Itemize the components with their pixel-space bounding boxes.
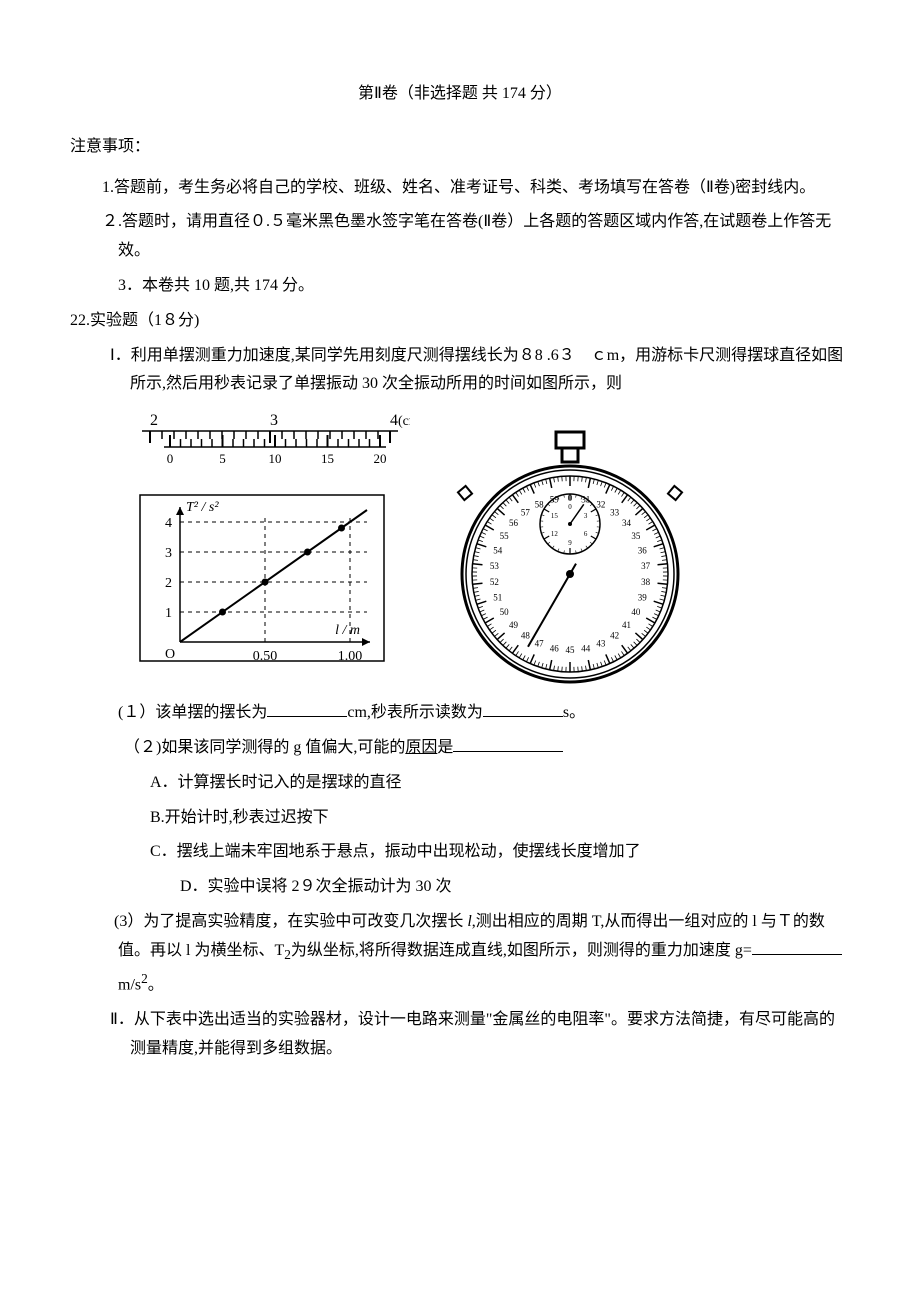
- svg-text:51: 51: [493, 593, 502, 603]
- svg-text:58: 58: [535, 500, 545, 510]
- svg-text:3: 3: [270, 412, 278, 429]
- sub1-suffix: s。: [563, 704, 585, 721]
- option-c: C．摆线上端未牢固地系于悬点，振动中出现松动，使摆线长度增加了: [70, 838, 850, 867]
- svg-text:10: 10: [269, 451, 282, 466]
- svg-text:0: 0: [568, 503, 572, 511]
- svg-text:l / m: l / m: [335, 623, 360, 638]
- svg-text:34: 34: [622, 518, 632, 528]
- svg-text:6: 6: [584, 530, 588, 538]
- stopwatch-figure: 3132333435363738394041424344454647484950…: [440, 409, 700, 689]
- svg-text:45: 45: [566, 645, 576, 655]
- notice-label: 注意事项：: [70, 133, 850, 162]
- blank-g[interactable]: [752, 938, 842, 955]
- q22-part2: Ⅱ．从下表中选出适当的实验器材，设计一电路来测量"金属丝的电阻率"。要求方法简捷…: [70, 1006, 850, 1064]
- svg-text:44: 44: [581, 644, 591, 654]
- svg-text:38: 38: [641, 577, 651, 587]
- sub3-prefix: (3）为了提高实验精度，在实验中可改变几次摆长: [114, 913, 467, 930]
- svg-text:41: 41: [622, 620, 631, 630]
- option-b: B.开始计时,秒表过迟按下: [70, 804, 850, 833]
- sub3-mid2: 为纵坐标,将所得数据连成直线,如图所示，则测得的重力加速度 g=: [291, 942, 752, 959]
- notice-item-3: 3．本卷共 10 题,共 174 分。: [70, 272, 850, 301]
- svg-text:33: 33: [610, 508, 620, 518]
- sub1-mid: cm,秒表所示读数为: [347, 704, 483, 721]
- svg-text:55: 55: [500, 531, 510, 541]
- svg-text:T² / s²: T² / s²: [186, 500, 219, 515]
- svg-text:49: 49: [509, 620, 519, 630]
- svg-text:36: 36: [638, 546, 648, 556]
- svg-text:52: 52: [490, 577, 499, 587]
- sub3-sub: 2: [284, 947, 291, 962]
- svg-text:37: 37: [641, 561, 651, 571]
- question-22-number: 22.实验题（1８分): [70, 307, 850, 336]
- svg-text:0.50: 0.50: [253, 649, 278, 664]
- option-d: D．实验中误将 2９次全振动计为 30 次: [70, 873, 850, 902]
- svg-text:43: 43: [596, 639, 606, 649]
- blank-length[interactable]: [267, 700, 347, 717]
- sub3-end: 。: [148, 976, 164, 993]
- svg-text:4: 4: [165, 516, 172, 531]
- svg-text:48: 48: [521, 631, 531, 641]
- svg-text:42: 42: [610, 631, 619, 641]
- svg-text:4: 4: [390, 412, 398, 429]
- sub2-prefix: （２)如果该同学测得的 g 值偏大,可能的: [124, 739, 405, 756]
- q22-sub1: (１）该单摆的摆长为 cm,秒表所示读数为 s。: [70, 699, 850, 728]
- sub3-unit: m/s: [118, 976, 141, 993]
- svg-text:3: 3: [584, 512, 588, 520]
- svg-text:0: 0: [167, 451, 174, 466]
- svg-text:53: 53: [490, 561, 500, 571]
- blank-time[interactable]: [483, 700, 563, 717]
- q22-part1-stem: Ⅰ．利用单摆测重力加速度,某同学先用刻度尺测得摆线长为８8 .6３ ｃm，用游标…: [70, 342, 850, 400]
- t2-l-chart: 1 2 3 4 0.50 1.00 T² / s² l / m O: [130, 487, 390, 667]
- sub2-underlined: 原因: [405, 739, 437, 756]
- svg-text:15: 15: [551, 512, 559, 520]
- svg-text:47: 47: [535, 639, 545, 649]
- svg-text:2: 2: [165, 576, 172, 591]
- svg-text:3: 3: [165, 546, 172, 561]
- sub2-suffix: 是: [437, 739, 453, 756]
- svg-text:39: 39: [638, 593, 648, 603]
- vernier-figure: 2 3 4(cm) 0 5 10 15 20: [130, 409, 410, 479]
- svg-text:54: 54: [493, 546, 503, 556]
- sub1-prefix: (１）该单摆的摆长为: [118, 704, 267, 721]
- svg-text:15: 15: [321, 451, 334, 466]
- svg-text:20: 20: [374, 451, 387, 466]
- option-a: A．计算摆长时记入的是摆球的直径: [70, 769, 850, 798]
- q22-sub3: (3）为了提高实验精度，在实验中可改变几次摆长 l,测出相应的周期 T,从而得出…: [70, 908, 850, 1000]
- svg-text:5: 5: [219, 451, 226, 466]
- svg-text:50: 50: [500, 607, 510, 617]
- svg-text:9: 9: [568, 539, 572, 547]
- notice-item-1: 1.答题前，考生务必将自己的学校、班级、姓名、准考证号、科类、考场填写在答卷（Ⅱ…: [70, 174, 850, 203]
- svg-text:2: 2: [150, 412, 158, 429]
- blank-reason[interactable]: [453, 735, 563, 752]
- svg-text:1: 1: [165, 606, 172, 621]
- svg-text:46: 46: [550, 644, 560, 654]
- svg-text:35: 35: [631, 531, 641, 541]
- svg-text:12: 12: [551, 530, 559, 538]
- svg-text:1.00: 1.00: [338, 649, 363, 664]
- left-figures: 234(cm)05101520 12340.501.00T² / s²l / m…: [130, 409, 410, 667]
- sub3-sup: 2: [141, 971, 148, 986]
- q22-sub2: （２)如果该同学测得的 g 值偏大,可能的原因是: [70, 734, 850, 763]
- svg-text:O: O: [165, 647, 175, 662]
- svg-text:56: 56: [509, 518, 519, 528]
- section-title: 第Ⅱ卷（非选择题 共 174 分）: [70, 80, 850, 109]
- svg-text:57: 57: [521, 508, 531, 518]
- svg-text:(cm): (cm): [398, 414, 410, 429]
- notice-item-2: ２.答题时，请用直径０.５毫米黑色墨水签字笔在答卷(Ⅱ卷）上各题的答题区域内作答…: [70, 208, 850, 266]
- svg-text:40: 40: [631, 607, 641, 617]
- svg-text:32: 32: [596, 500, 605, 510]
- figures-row: 234(cm)05101520 12340.501.00T² / s²l / m…: [70, 409, 850, 689]
